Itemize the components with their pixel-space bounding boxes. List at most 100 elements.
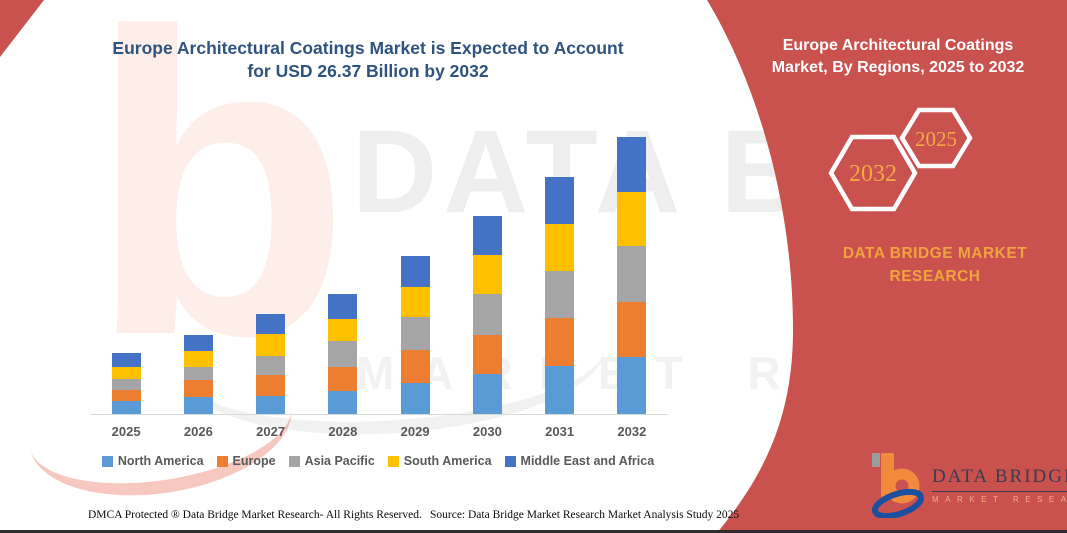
bar-stack-2030 [472,215,502,414]
bar-segment-middle-east-and-africa-2025 [111,353,141,367]
panel-brand-text: DATA BRIDGE MARKET RESEARCH [800,242,1067,288]
legend-item-middle-east-and-africa: Middle East and Africa [504,454,655,468]
x-axis-label-2028: 2028 [328,424,358,439]
panel-title-line2: Market, By Regions, 2025 to 2032 [771,59,1025,76]
bar-segment-middle-east-and-africa-2029 [400,255,430,287]
bar-segment-north-america-2030 [472,374,502,414]
x-axis-label-2031: 2031 [545,424,575,439]
chart-legend: North America Europe Asia Pacific South Ame… [84,454,672,468]
legend-label-middle-east-and-africa: Middle East and Africa [520,454,655,468]
legend-swatch-south-america [387,455,399,467]
bar-segment-north-america-2029 [400,382,430,414]
x-axis-label-2026: 2026 [183,424,213,439]
bar-segment-south-america-2025 [111,366,141,379]
stacked-bar-chart [90,130,668,415]
bar-segment-south-america-2029 [400,286,430,318]
bar-stack-2027 [256,313,286,414]
databridge-logo-name: DATA BRIDGE [932,466,1067,492]
bar-segment-europe-2028 [328,366,358,391]
bar-column-2030 [451,130,523,414]
bar-segment-middle-east-and-africa-2031 [545,176,575,225]
x-axis-label-2030: 2030 [472,424,502,439]
bar-column-2028 [307,130,379,414]
bar-stack-2031 [545,176,575,414]
chart-title-line1: Europe Architectural Coatings Market is … [112,38,624,58]
databridge-logo-mark [872,453,924,518]
bar-segment-asia-pacific-2026 [183,367,213,380]
hexagon-2025 [899,107,973,169]
corner-accent-triangle [0,0,44,57]
x-axis-label-2029: 2029 [400,424,430,439]
bar-segment-north-america-2025 [111,400,141,414]
bar-segment-south-america-2027 [256,333,286,356]
panel-brand-line1: DATA BRIDGE MARKET [842,245,1028,262]
hexagon-2025-label: 2025 [915,127,957,151]
bar-stack-2026 [183,335,213,414]
bar-segment-middle-east-and-africa-2030 [472,215,502,255]
panel-title-line1: Europe Architectural Coatings [782,37,1014,54]
bar-segment-middle-east-and-africa-2027 [256,313,286,334]
footer-source-text: Source: Data Bridge Market Research Mark… [430,509,740,521]
bar-segment-europe-2029 [400,349,430,383]
bar-segment-north-america-2032 [617,357,647,414]
legend-swatch-asia-pacific [288,455,300,467]
bar-stack-2025 [111,353,141,414]
bar-column-2032 [596,130,668,414]
bar-segment-asia-pacific-2029 [400,317,430,350]
bar-segment-europe-2031 [545,318,575,366]
x-axis-labels: 2025 2026 2027 2028 2029 2030 2031 2032 [90,424,668,439]
bar-segment-europe-2032 [617,301,647,358]
bar-segment-asia-pacific-2031 [545,270,575,319]
legend-label-asia-pacific: Asia Pacific [304,454,375,468]
bar-segment-south-america-2030 [472,254,502,295]
panel-title: Europe Architectural Coatings Market, By… [742,35,1054,79]
bar-segment-south-america-2031 [545,224,575,271]
databridge-logo-text: DATA BRIDGE MARKET RESEARCH [932,452,1067,504]
bar-segment-asia-pacific-2027 [256,355,286,375]
databridge-logo-subtitle: MARKET RESEARCH [932,495,1067,504]
chart-title-line2: for USD 26.37 Billion by 2032 [247,61,489,81]
bar-stack-2029 [400,255,430,414]
hexagon-2032 [828,134,918,212]
bar-segment-europe-2026 [183,380,213,397]
bar-segment-asia-pacific-2030 [472,294,502,336]
bar-segment-middle-east-and-africa-2028 [328,294,358,320]
bar-segment-asia-pacific-2032 [617,245,647,302]
bar-segment-middle-east-and-africa-2032 [617,137,647,192]
legend-label-north-america: North America [117,454,204,468]
x-axis-label-2025: 2025 [111,424,141,439]
bar-column-2025 [90,130,162,414]
bar-segment-asia-pacific-2025 [111,378,141,390]
bar-segment-middle-east-and-africa-2026 [183,335,213,351]
bar-segment-north-america-2027 [256,395,286,414]
bar-segment-asia-pacific-2028 [328,340,358,367]
legend-swatch-middle-east-and-africa [504,455,516,467]
bar-segment-europe-2030 [472,335,502,375]
chart-title: Europe Architectural Coatings Market is … [90,37,646,83]
x-axis-label-2032: 2032 [617,424,647,439]
databridge-logo: DATA BRIDGE MARKET RESEARCH [872,452,1067,518]
year-hexagons: 2032 2025 [828,107,973,212]
x-axis-label-2027: 2027 [256,424,286,439]
bar-column-2026 [162,130,234,414]
bar-segment-south-america-2026 [183,351,213,367]
bar-segment-south-america-2032 [617,191,647,246]
footer-dmca-text: DMCA Protected ® Data Bridge Market Rese… [88,509,422,521]
bar-segment-north-america-2028 [328,390,358,414]
bar-stack-2028 [328,294,358,414]
hexagon-2032-label: 2032 [849,161,897,187]
bar-stack-2032 [617,137,647,414]
panel-brand-line2: RESEARCH [889,268,981,285]
bar-segment-south-america-2028 [328,319,358,341]
bar-column-2029 [379,130,451,414]
bar-segment-europe-2027 [256,374,286,396]
legend-item-asia-pacific: Asia Pacific [288,454,375,468]
bar-column-2031 [524,130,596,414]
legend-swatch-europe [216,455,228,467]
legend-item-south-america: South America [387,454,492,468]
bar-column-2027 [235,130,307,414]
bar-segment-north-america-2031 [545,365,575,414]
legend-item-europe: Europe [216,454,276,468]
